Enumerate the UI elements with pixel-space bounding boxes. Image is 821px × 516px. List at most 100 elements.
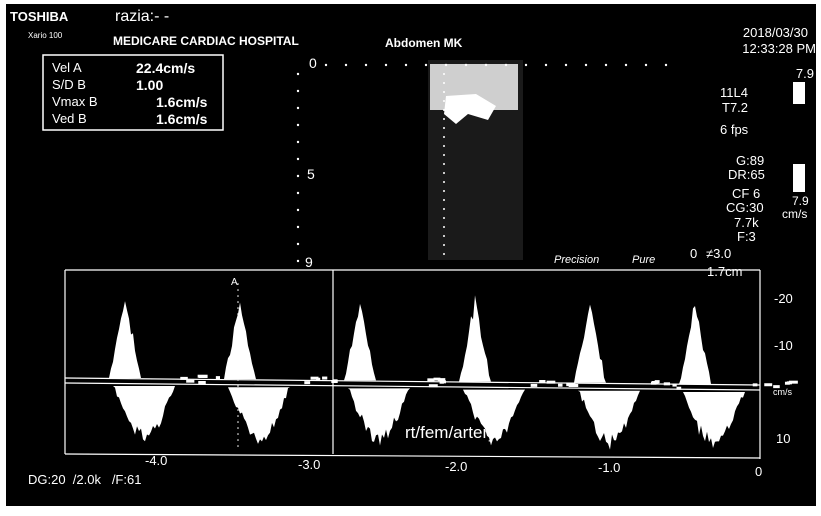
noise-speck [531, 384, 538, 387]
parameter: ≠3.0 [706, 247, 731, 260]
cursor-dot [237, 445, 239, 447]
gate-dot [443, 163, 445, 165]
velocity-label: -10 [774, 339, 793, 352]
noise-speck [311, 377, 319, 380]
footer: DG:20 /2.0k /F:61 [28, 473, 141, 486]
gate-dot [443, 145, 445, 147]
brand: TOSHIBA [10, 10, 68, 23]
top-dot [505, 64, 507, 66]
noise-speck [652, 381, 659, 384]
noise-speck [198, 381, 206, 384]
cursor-dot [237, 331, 239, 333]
cursor-dot [237, 337, 239, 339]
reverse-flow [113, 386, 175, 441]
cursor-dot [237, 307, 239, 309]
gate-dot [443, 235, 445, 237]
parameter: 7.9 [796, 67, 814, 80]
depth-label: 5 [307, 167, 315, 181]
gate-dot [443, 109, 445, 111]
noise-speck [539, 380, 545, 383]
cursor-dot [237, 289, 239, 291]
model: Xario 100 [28, 32, 62, 40]
gate-dot [443, 82, 445, 84]
cursor-dot [237, 403, 239, 405]
parameter: 7.7k [734, 216, 759, 229]
time-label: -3.0 [298, 458, 320, 471]
top-dot [485, 64, 487, 66]
systolic-peak [224, 302, 256, 379]
top-dot [645, 64, 647, 66]
cursor-dot [237, 433, 239, 435]
measure-label: Vmax B [52, 95, 98, 108]
measure-value: 1.6cm/s [156, 95, 207, 109]
parameter: 7.9 [792, 195, 809, 207]
noise-speck [304, 381, 310, 384]
cursor-dot [237, 439, 239, 441]
parameter: 0 [690, 247, 697, 260]
noise-speck [216, 376, 220, 379]
gate-dot [443, 208, 445, 210]
noise-speck [441, 380, 446, 383]
measure-label: S/D B [52, 78, 86, 91]
top-dot [665, 64, 667, 66]
gate-dot [443, 190, 445, 192]
measure-value: 1.6cm/s [156, 112, 207, 126]
velocity-label: -20 [774, 292, 793, 305]
systolic-peak [679, 306, 711, 384]
gate-dot [443, 253, 445, 255]
gate-dot [443, 127, 445, 129]
gate-dot [443, 226, 445, 228]
depth-dot [297, 226, 299, 228]
cursor-dot [237, 427, 239, 429]
color-bar [793, 82, 805, 104]
noise-speck [787, 381, 792, 384]
noise-speck [199, 375, 208, 378]
marker: A [231, 278, 238, 288]
gate-dot [443, 118, 445, 120]
gate-dot [443, 100, 445, 102]
cursor-dot [237, 421, 239, 423]
noise-speck [676, 387, 681, 390]
cursor-dot [237, 361, 239, 363]
top-dot [405, 64, 407, 66]
noise-speck [547, 381, 556, 384]
depth-dot [297, 158, 299, 160]
depth-dot [297, 90, 299, 92]
cursor-dot [237, 355, 239, 357]
cursor-dot [237, 343, 239, 345]
b-mode-image [428, 60, 523, 260]
gate-dot [443, 199, 445, 201]
mode: Precision [554, 255, 599, 266]
gate-dot [443, 154, 445, 156]
annotation: rt/fem/artery [405, 424, 497, 441]
depth-dot [297, 73, 299, 75]
top-dot [345, 64, 347, 66]
noise-speck [180, 377, 188, 380]
measure-label: Vel A [52, 61, 82, 74]
cursor-dot [237, 319, 239, 321]
top-dot [325, 64, 327, 66]
noise-speck [427, 378, 434, 381]
reverse-flow [683, 392, 745, 448]
noise-speck [566, 383, 575, 386]
cursor-dot [237, 415, 239, 417]
noise-speck [672, 384, 676, 387]
gate-dot [443, 181, 445, 183]
time-label: -1.0 [598, 461, 620, 474]
systolic-peak [574, 305, 606, 383]
depth-dot [297, 209, 299, 211]
noise-speck [331, 380, 337, 383]
parameter: cm/s [782, 208, 807, 220]
parameter: 11L4 [720, 86, 748, 99]
patient: razia:- - [115, 9, 169, 25]
measure-label: Ved B [52, 112, 87, 125]
gate-dot [443, 244, 445, 246]
gate-dot [443, 91, 445, 93]
time-axis [65, 454, 760, 458]
top-dot [565, 64, 567, 66]
time-label: -2.0 [445, 460, 467, 473]
cursor-dot [237, 367, 239, 369]
measure-value: 1.00 [136, 78, 163, 92]
systolic-peak [109, 301, 141, 378]
cursor-dot [237, 379, 239, 381]
